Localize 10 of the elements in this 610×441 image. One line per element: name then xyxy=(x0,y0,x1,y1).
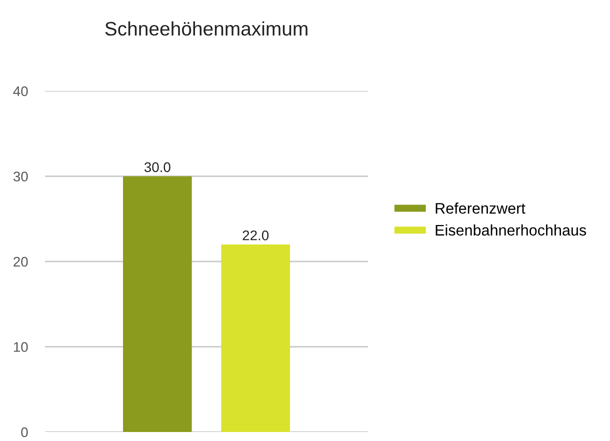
y-tick-label: 10 xyxy=(14,342,28,352)
data-label: 30.0 xyxy=(144,162,170,172)
y-tick-label: 40 xyxy=(13,86,28,96)
legend-label: Referenzwert xyxy=(436,202,526,214)
y-tick-label: 30 xyxy=(13,172,28,182)
y-tick-label: 0 xyxy=(21,427,28,438)
chart-title: Schneehöhenmaximum xyxy=(105,21,308,36)
y-tick-label: 20 xyxy=(14,256,28,267)
legend-label: Eisenbahnerhochhaus xyxy=(436,224,586,236)
data-label: 22.0 xyxy=(242,230,269,240)
